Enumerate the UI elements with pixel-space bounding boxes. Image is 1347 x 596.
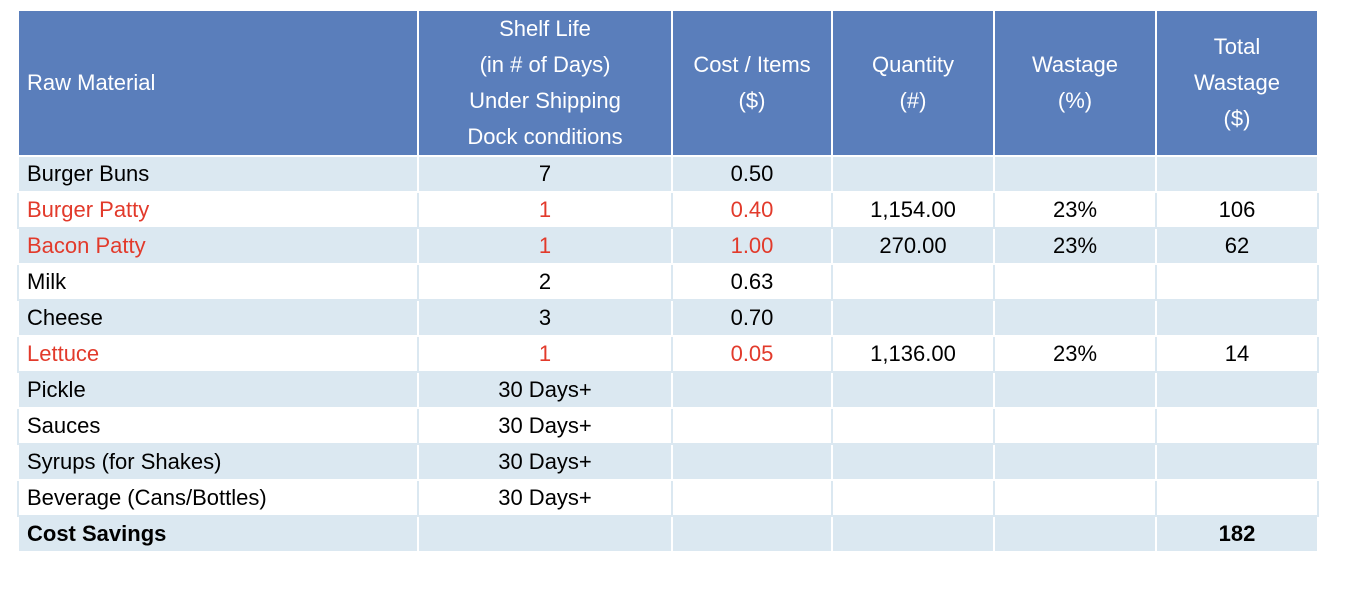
cell-material: Lettuce (17, 335, 419, 373)
cell-quantity: 1,136.00 (831, 335, 995, 373)
cell-empty (831, 515, 995, 553)
cell-shelf-life: 2 (417, 263, 673, 301)
table-row: Syrups (for Shakes) 30 Days+ (17, 443, 1319, 481)
table-row: Burger Patty 1 0.40 1,154.00 23% 106 (17, 191, 1319, 229)
cell-quantity (831, 263, 995, 301)
cell-total (1155, 407, 1319, 445)
cell-material: Milk (17, 263, 419, 301)
cost-savings-total: 182 (1155, 515, 1319, 553)
cell-cost: 0.63 (671, 263, 833, 301)
cell-total: 62 (1155, 227, 1319, 265)
table-container: Raw Material Shelf Life (in # of Days) U… (17, 9, 1319, 553)
header-wastage: Wastage (%) (993, 9, 1157, 157)
cell-cost: 0.70 (671, 299, 833, 337)
cell-wastage: 23% (993, 335, 1157, 373)
cell-cost (671, 371, 833, 409)
cell-cost: 1.00 (671, 227, 833, 265)
cell-empty (993, 515, 1157, 553)
header-cost: Cost / Items ($) (671, 9, 833, 157)
table-row: Beverage (Cans/Bottles) 30 Days+ (17, 479, 1319, 517)
cell-empty (417, 515, 673, 553)
table-row: Bacon Patty 1 1.00 270.00 23% 62 (17, 227, 1319, 265)
cell-total (1155, 299, 1319, 337)
cell-quantity: 270.00 (831, 227, 995, 265)
cell-shelf-life: 1 (417, 335, 673, 373)
cell-wastage (993, 443, 1157, 481)
cell-total: 106 (1155, 191, 1319, 229)
cell-wastage: 23% (993, 191, 1157, 229)
header-quantity: Quantity (#) (831, 9, 995, 157)
cell-shelf-life: 1 (417, 191, 673, 229)
table-row: Burger Buns 7 0.50 (17, 155, 1319, 193)
cell-shelf-life: 3 (417, 299, 673, 337)
table-row: Lettuce 1 0.05 1,136.00 23% 14 (17, 335, 1319, 373)
cell-total (1155, 479, 1319, 517)
cell-cost: 0.05 (671, 335, 833, 373)
header-row: Raw Material Shelf Life (in # of Days) U… (17, 9, 1319, 157)
header-total-wastage: Total Wastage ($) (1155, 9, 1319, 157)
cell-material: Burger Buns (17, 155, 419, 193)
cell-shelf-life: 30 Days+ (417, 443, 673, 481)
header-raw-material: Raw Material (17, 9, 419, 157)
header-shelf-life: Shelf Life (in # of Days) Under Shipping… (417, 9, 673, 157)
cell-total (1155, 443, 1319, 481)
cell-shelf-life: 30 Days+ (417, 371, 673, 409)
cell-material: Beverage (Cans/Bottles) (17, 479, 419, 517)
table-row: Sauces 30 Days+ (17, 407, 1319, 445)
cell-cost (671, 479, 833, 517)
cell-shelf-life: 30 Days+ (417, 407, 673, 445)
cell-shelf-life: 30 Days+ (417, 479, 673, 517)
cell-quantity (831, 479, 995, 517)
table-row: Milk 2 0.63 (17, 263, 1319, 301)
cell-quantity (831, 371, 995, 409)
cell-wastage (993, 155, 1157, 193)
cell-quantity: 1,154.00 (831, 191, 995, 229)
cell-wastage (993, 299, 1157, 337)
cell-total (1155, 263, 1319, 301)
cell-shelf-life: 7 (417, 155, 673, 193)
cell-quantity (831, 155, 995, 193)
cell-cost (671, 407, 833, 445)
cell-cost: 0.50 (671, 155, 833, 193)
raw-material-wastage-table: Raw Material Shelf Life (in # of Days) U… (17, 9, 1319, 553)
cell-cost: 0.40 (671, 191, 833, 229)
cell-material: Bacon Patty (17, 227, 419, 265)
cell-material: Cheese (17, 299, 419, 337)
cell-cost (671, 443, 833, 481)
cell-empty (671, 515, 833, 553)
table-row: Cheese 3 0.70 (17, 299, 1319, 337)
cell-material: Syrups (for Shakes) (17, 443, 419, 481)
cell-quantity (831, 299, 995, 337)
cell-material: Pickle (17, 371, 419, 409)
cell-material: Sauces (17, 407, 419, 445)
cell-wastage (993, 479, 1157, 517)
cell-shelf-life: 1 (417, 227, 673, 265)
cell-wastage: 23% (993, 227, 1157, 265)
cell-quantity (831, 443, 995, 481)
cell-material: Burger Patty (17, 191, 419, 229)
cell-wastage (993, 407, 1157, 445)
cell-total (1155, 371, 1319, 409)
cell-total (1155, 155, 1319, 193)
table-row: Pickle 30 Days+ (17, 371, 1319, 409)
cost-savings-label: Cost Savings (17, 515, 419, 553)
total-row: Cost Savings 182 (17, 515, 1319, 553)
cell-total: 14 (1155, 335, 1319, 373)
cell-wastage (993, 263, 1157, 301)
cell-wastage (993, 371, 1157, 409)
cell-quantity (831, 407, 995, 445)
